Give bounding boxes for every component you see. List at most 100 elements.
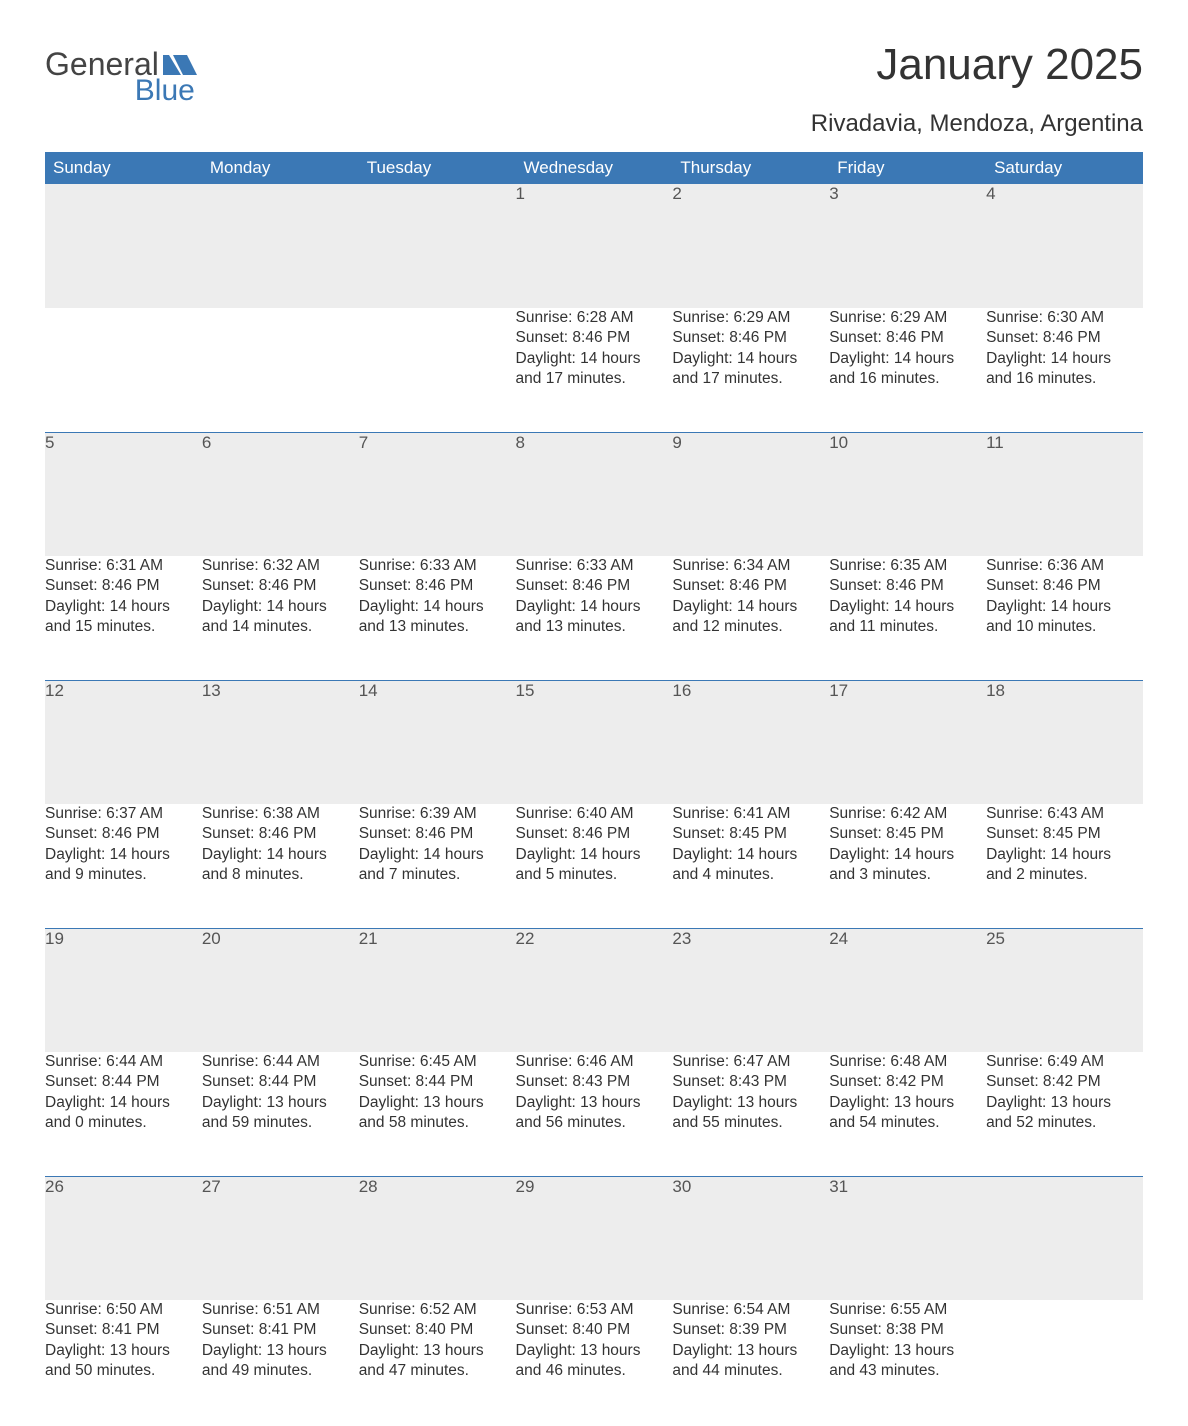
calendar-content-row: Sunrise: 6:37 AMSunset: 8:46 PMDaylight:… [45, 804, 1143, 928]
daylight-line-2: and 10 minutes. [986, 617, 1143, 637]
sunset-line: Sunset: 8:46 PM [986, 328, 1143, 348]
day-number-cell: 20 [202, 928, 359, 1052]
day-content-cell: Sunrise: 6:47 AMSunset: 8:43 PMDaylight:… [672, 1052, 829, 1176]
sunrise-line: Sunrise: 6:44 AM [45, 1052, 202, 1072]
sunset-line: Sunset: 8:42 PM [829, 1072, 986, 1092]
sunrise-line: Sunrise: 6:35 AM [829, 556, 986, 576]
day-number-cell: 15 [516, 680, 673, 804]
sunset-line: Sunset: 8:44 PM [202, 1072, 359, 1092]
sunrise-line: Sunrise: 6:41 AM [672, 804, 829, 824]
calendar-daynum-row: 567891011 [45, 432, 1143, 556]
daylight-line-1: Daylight: 13 hours [672, 1341, 829, 1361]
daylight-line-2: and 0 minutes. [45, 1113, 202, 1133]
day-number-cell: 24 [829, 928, 986, 1052]
day-content-cell: Sunrise: 6:40 AMSunset: 8:46 PMDaylight:… [516, 804, 673, 928]
sunset-line: Sunset: 8:46 PM [672, 328, 829, 348]
day-content-cell: Sunrise: 6:34 AMSunset: 8:46 PMDaylight:… [672, 556, 829, 680]
sunset-line: Sunset: 8:40 PM [516, 1320, 673, 1340]
day-number-cell: 1 [516, 184, 673, 308]
sunrise-line: Sunrise: 6:36 AM [986, 556, 1143, 576]
daylight-line-2: and 46 minutes. [516, 1361, 673, 1381]
day-content-cell: Sunrise: 6:50 AMSunset: 8:41 PMDaylight:… [45, 1300, 202, 1386]
sunrise-line: Sunrise: 6:32 AM [202, 556, 359, 576]
day-number-cell: 13 [202, 680, 359, 804]
daylight-line-2: and 13 minutes. [359, 617, 516, 637]
daylight-line-2: and 15 minutes. [45, 617, 202, 637]
daylight-line-2: and 3 minutes. [829, 865, 986, 885]
day-number-cell [359, 184, 516, 308]
day-content-cell: Sunrise: 6:49 AMSunset: 8:42 PMDaylight:… [986, 1052, 1143, 1176]
sunset-line: Sunset: 8:43 PM [672, 1072, 829, 1092]
day-number-cell: 21 [359, 928, 516, 1052]
daylight-line-2: and 16 minutes. [986, 369, 1143, 389]
sunset-line: Sunset: 8:46 PM [202, 576, 359, 596]
daylight-line-2: and 54 minutes. [829, 1113, 986, 1133]
day-number-cell: 9 [672, 432, 829, 556]
daylight-line-1: Daylight: 14 hours [202, 597, 359, 617]
day-content-cell: Sunrise: 6:53 AMSunset: 8:40 PMDaylight:… [516, 1300, 673, 1386]
day-number-cell: 19 [45, 928, 202, 1052]
day-content-cell: Sunrise: 6:32 AMSunset: 8:46 PMDaylight:… [202, 556, 359, 680]
calendar-daynum-row: 12131415161718 [45, 680, 1143, 804]
sunrise-line: Sunrise: 6:48 AM [829, 1052, 986, 1072]
daylight-line-2: and 7 minutes. [359, 865, 516, 885]
calendar-table: SundayMondayTuesdayWednesdayThursdayFrid… [45, 152, 1143, 1386]
sunset-line: Sunset: 8:46 PM [829, 576, 986, 596]
daylight-line-1: Daylight: 14 hours [672, 597, 829, 617]
day-number-cell: 6 [202, 432, 359, 556]
day-content-cell: Sunrise: 6:44 AMSunset: 8:44 PMDaylight:… [45, 1052, 202, 1176]
sunset-line: Sunset: 8:46 PM [202, 824, 359, 844]
daylight-line-2: and 2 minutes. [986, 865, 1143, 885]
day-number-cell: 26 [45, 1176, 202, 1300]
daylight-line-2: and 5 minutes. [516, 865, 673, 885]
day-number-cell: 14 [359, 680, 516, 804]
daylight-line-2: and 8 minutes. [202, 865, 359, 885]
calendar-daynum-row: 19202122232425 [45, 928, 1143, 1052]
daylight-line-2: and 56 minutes. [516, 1113, 673, 1133]
daylight-line-2: and 44 minutes. [672, 1361, 829, 1381]
daylight-line-1: Daylight: 14 hours [359, 597, 516, 617]
daylight-line-2: and 55 minutes. [672, 1113, 829, 1133]
day-number-cell: 18 [986, 680, 1143, 804]
sunrise-line: Sunrise: 6:45 AM [359, 1052, 516, 1072]
daylight-line-1: Daylight: 13 hours [202, 1341, 359, 1361]
sunset-line: Sunset: 8:46 PM [45, 824, 202, 844]
sunrise-line: Sunrise: 6:49 AM [986, 1052, 1143, 1072]
sunrise-line: Sunrise: 6:43 AM [986, 804, 1143, 824]
daylight-line-1: Daylight: 14 hours [516, 349, 673, 369]
day-number-cell: 27 [202, 1176, 359, 1300]
sunrise-line: Sunrise: 6:38 AM [202, 804, 359, 824]
daylight-line-1: Daylight: 13 hours [986, 1093, 1143, 1113]
logo-flag-icon [163, 53, 197, 75]
calendar-content-row: Sunrise: 6:44 AMSunset: 8:44 PM Daylight:… [45, 1052, 1143, 1176]
sunset-line: Sunset: 8:39 PM [672, 1320, 829, 1340]
day-content-cell: Sunrise: 6:51 AMSunset: 8:41 PMDaylight:… [202, 1300, 359, 1386]
sunrise-line: Sunrise: 6:34 AM [672, 556, 829, 576]
daylight-line-1: Daylight: 14 hours [359, 845, 516, 865]
day-number-cell: 11 [986, 432, 1143, 556]
daylight-line-1: Daylight: 14 hours [516, 845, 673, 865]
daylight-line-1: Daylight: 14 hours [45, 597, 202, 617]
day-content-cell: Sunrise: 6:29 AMSunset: 8:46 PMDaylight:… [672, 308, 829, 432]
daylight-line-2: and 52 minutes. [986, 1113, 1143, 1133]
sunset-line: Sunset: 8:46 PM [672, 576, 829, 596]
sunrise-line: Sunrise: 6:54 AM [672, 1300, 829, 1320]
sunrise-line: Sunrise: 6:33 AM [359, 556, 516, 576]
daylight-line-1: Daylight: 14 hours [516, 597, 673, 617]
sunset-line: Sunset: 8:46 PM [45, 576, 202, 596]
daylight-line-2: and 50 minutes. [45, 1361, 202, 1381]
daylight-line-2: and 14 minutes. [202, 617, 359, 637]
sunset-line: Sunset: 8:46 PM [516, 824, 673, 844]
day-content-cell: Sunrise: 6:29 AMSunset: 8:46 PMDaylight:… [829, 308, 986, 432]
sunrise-line: Sunrise: 6:39 AM [359, 804, 516, 824]
daylight-line-2: and 58 minutes. [359, 1113, 516, 1133]
day-content-cell [45, 308, 202, 432]
sunrise-line: Sunrise: 6:33 AM [516, 556, 673, 576]
sunrise-line: Sunrise: 6:40 AM [516, 804, 673, 824]
daylight-line-1: Daylight: 13 hours [45, 1341, 202, 1361]
sunrise-line: Sunrise: 6:51 AM [202, 1300, 359, 1320]
day-content-cell: Sunrise: 6:36 AMSunset: 8:46 PMDaylight:… [986, 556, 1143, 680]
daylight-line-2: and 43 minutes. [829, 1361, 986, 1381]
daylight-line-2: and 13 minutes. [516, 617, 673, 637]
day-content-cell: Sunrise: 6:41 AMSunset: 8:45 PMDaylight:… [672, 804, 829, 928]
